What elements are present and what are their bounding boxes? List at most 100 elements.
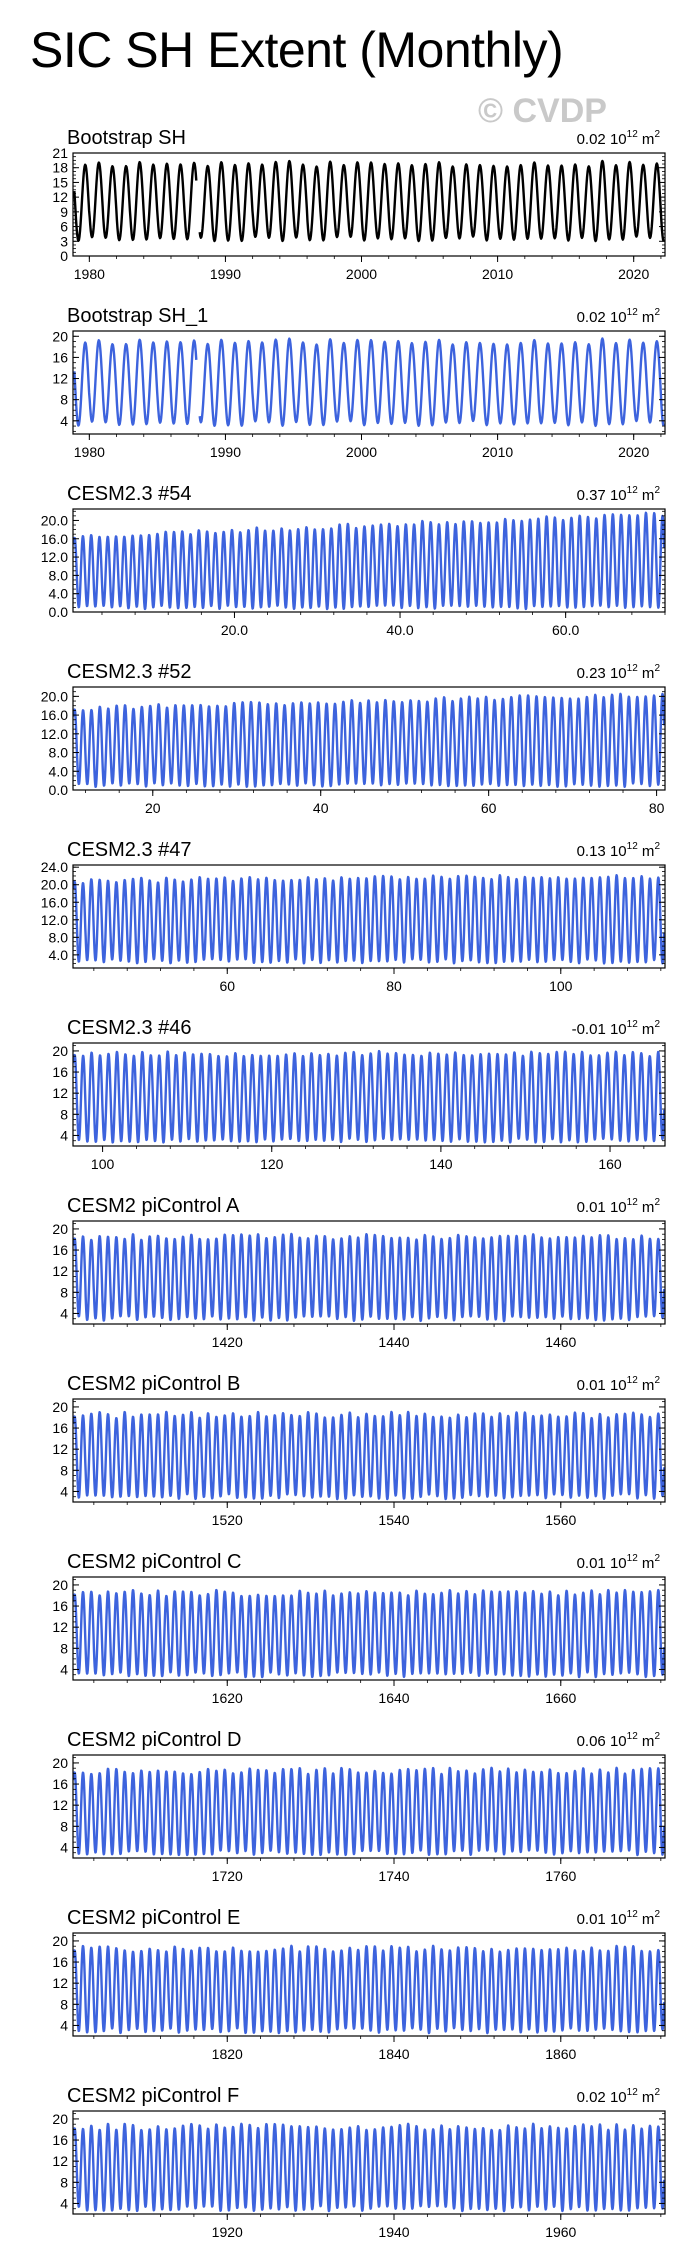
panel-title: CESM2.3 #52 bbox=[67, 661, 192, 683]
trend-label: 0.02 1012 m2 bbox=[577, 2087, 661, 2106]
y-tick-label: 12 bbox=[52, 1441, 68, 1457]
trend-unit-sup: 2 bbox=[654, 663, 660, 674]
chart-panel: CESM2.3 #54 0.37 1012 m20.04.08.012.016.0… bbox=[41, 483, 666, 638]
x-tick-label: 40.0 bbox=[386, 622, 413, 638]
x-tick-label: 1420 bbox=[212, 1334, 243, 1350]
panel-title: CESM2 piControl F bbox=[67, 2085, 239, 2107]
x-tick-label: 80 bbox=[649, 800, 665, 816]
panel-title: CESM2 piControl E bbox=[67, 1907, 240, 1929]
y-tick-label: 16.0 bbox=[41, 894, 68, 910]
trend-unit-exp: 12 bbox=[627, 1019, 639, 1030]
trend-unit-tail: m bbox=[638, 1377, 655, 1394]
series-line bbox=[72, 1049, 666, 1144]
panel-title: CESM2.3 #47 bbox=[67, 839, 192, 861]
trend-unit-exp: 12 bbox=[627, 841, 639, 852]
plot-frame bbox=[72, 2110, 666, 2215]
series-line bbox=[73, 159, 665, 243]
x-tick-label: 2000 bbox=[346, 444, 377, 460]
plot-frame bbox=[72, 864, 666, 969]
x-tick-label: 1920 bbox=[212, 2224, 243, 2240]
trend-unit-tail: m bbox=[638, 1733, 655, 1750]
trend-unit-exp: 12 bbox=[627, 485, 639, 496]
x-tick-label: 160 bbox=[598, 1156, 622, 1172]
trend-unit-exp: 12 bbox=[627, 1553, 639, 1564]
trend-unit-base: 10 bbox=[610, 309, 627, 326]
x-tick-label: 1640 bbox=[378, 1690, 409, 1706]
y-tick-label: 8 bbox=[60, 392, 68, 408]
y-tick-label: 16 bbox=[52, 2132, 68, 2148]
y-tick-label: 4 bbox=[60, 1305, 68, 1321]
y-tick-label: 21 bbox=[52, 145, 68, 161]
series-line bbox=[72, 874, 666, 965]
y-tick-label: 4 bbox=[60, 1483, 68, 1499]
x-tick-label: 100 bbox=[91, 1156, 115, 1172]
trend-unit-sup: 2 bbox=[654, 2087, 660, 2098]
panel-title: CESM2.3 #54 bbox=[67, 483, 192, 505]
trend-unit-exp: 12 bbox=[627, 1731, 639, 1742]
plot-frame bbox=[72, 1042, 666, 1147]
y-tick-label: 16 bbox=[52, 1954, 68, 1970]
trend-unit-base: 10 bbox=[610, 2089, 627, 2106]
trend-label: 0.37 1012 m2 bbox=[577, 485, 661, 504]
trend-label: 0.23 1012 m2 bbox=[577, 663, 661, 682]
y-tick-label: 8 bbox=[60, 1996, 68, 2012]
page-title: SIC SH Extent (Monthly) bbox=[30, 22, 564, 78]
series-line bbox=[72, 1232, 666, 1323]
chart-panel: CESM2 piControl F 0.02 1012 m248121620192… bbox=[52, 2085, 666, 2240]
y-tick-label: 20 bbox=[52, 1577, 68, 1593]
chart-panel: CESM2.3 #47 0.13 1012 m24.08.012.016.020.… bbox=[41, 839, 666, 994]
trend-unit-sup: 2 bbox=[654, 1731, 660, 1742]
panel-title: CESM2 piControl D bbox=[67, 1729, 242, 1751]
y-tick-label: 16 bbox=[52, 1420, 68, 1436]
y-tick-label: 16 bbox=[52, 349, 68, 365]
y-tick-label: 12 bbox=[52, 1085, 68, 1101]
y-tick-label: 4 bbox=[60, 2017, 68, 2033]
trend-label: 0.01 1012 m2 bbox=[577, 1909, 661, 1928]
x-tick-label: 1820 bbox=[212, 2046, 243, 2062]
trend-unit-tail: m bbox=[638, 131, 655, 148]
x-tick-label: 2000 bbox=[346, 266, 377, 282]
x-tick-label: 60 bbox=[481, 800, 497, 816]
x-tick-label: 2010 bbox=[482, 444, 513, 460]
x-tick-label: 1520 bbox=[212, 1512, 243, 1528]
x-tick-label: 100 bbox=[549, 978, 573, 994]
y-tick-label: 20.0 bbox=[41, 512, 68, 528]
y-tick-label: 16 bbox=[52, 1776, 68, 1792]
y-tick-label: 4 bbox=[60, 413, 68, 429]
trend-label: -0.01 1012 m2 bbox=[572, 1019, 661, 1038]
trend-unit-exp: 12 bbox=[627, 1909, 639, 1920]
y-tick-label: 12 bbox=[52, 1619, 68, 1635]
plot-frame bbox=[72, 330, 666, 435]
trend-value: 0.13 bbox=[577, 843, 610, 860]
x-tick-label: 20.0 bbox=[221, 622, 248, 638]
trend-unit-base: 10 bbox=[610, 1555, 627, 1572]
y-tick-label: 8.0 bbox=[49, 567, 69, 583]
x-tick-label: 1980 bbox=[74, 266, 105, 282]
panel-title: CESM2 piControl B bbox=[67, 1373, 240, 1395]
y-tick-label: 12 bbox=[52, 189, 68, 205]
x-tick-label: 2020 bbox=[618, 266, 649, 282]
x-tick-label: 1660 bbox=[545, 1690, 576, 1706]
trend-value: 0.02 bbox=[577, 131, 610, 148]
x-tick-label: 1760 bbox=[545, 1868, 576, 1884]
y-tick-label: 0.0 bbox=[49, 604, 69, 620]
x-tick-label: 1980 bbox=[74, 444, 105, 460]
series-line bbox=[72, 1944, 666, 2035]
chart-panel: CESM2 piControl B 0.01 1012 m248121620152… bbox=[52, 1373, 666, 1528]
trend-label: 0.02 1012 m2 bbox=[577, 129, 661, 148]
trend-unit-exp: 12 bbox=[627, 1375, 639, 1386]
x-tick-label: 1860 bbox=[545, 2046, 576, 2062]
trend-unit-sup: 2 bbox=[654, 307, 660, 318]
x-tick-label: 1720 bbox=[212, 1868, 243, 1884]
x-tick-label: 1990 bbox=[210, 444, 241, 460]
x-tick-label: 1540 bbox=[378, 1512, 409, 1528]
trend-unit-base: 10 bbox=[610, 665, 627, 682]
plot-frame bbox=[72, 1220, 666, 1325]
trend-value: 0.01 bbox=[577, 1555, 610, 1572]
y-tick-label: 20.0 bbox=[41, 688, 68, 704]
x-tick-label: 1620 bbox=[212, 1690, 243, 1706]
x-tick-label: 60 bbox=[219, 978, 235, 994]
panel-title: CESM2.3 #46 bbox=[67, 1017, 192, 1039]
x-tick-label: 1560 bbox=[545, 1512, 576, 1528]
